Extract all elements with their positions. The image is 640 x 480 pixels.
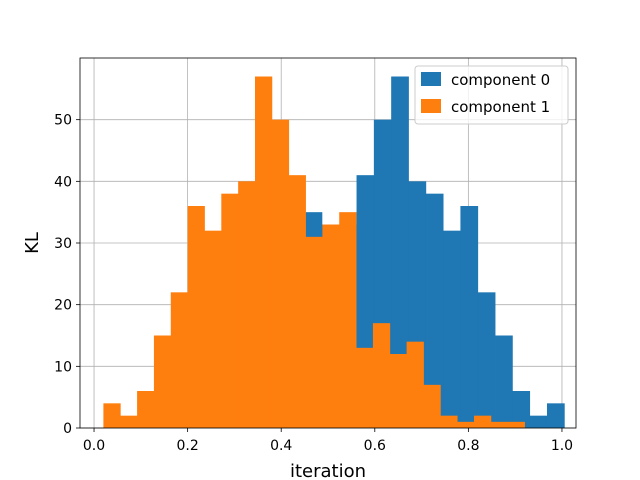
- histogram-bar-component-1: [372, 323, 391, 428]
- histogram-bars: [103, 76, 565, 429]
- histogram-bar-component-0: [391, 76, 409, 428]
- histogram-bar-component-1: [288, 175, 306, 428]
- x-tick-label: 0.4: [270, 438, 292, 454]
- y-tick-label: 50: [54, 113, 72, 129]
- histogram-bar-component-1: [255, 76, 273, 428]
- histogram-bar-component-1: [406, 341, 424, 428]
- histogram-bar-component-1: [322, 224, 340, 428]
- y-tick-label: 20: [54, 298, 72, 314]
- y-tick-label: 0: [63, 421, 72, 437]
- histogram-bar-component-1: [221, 193, 239, 428]
- histogram-bar-component-1: [170, 292, 189, 428]
- histogram-bar-component-1: [473, 415, 492, 428]
- histogram-bar-component-1: [457, 421, 475, 428]
- histogram-bar-component-1: [103, 403, 121, 428]
- x-tick-label: 0.0: [83, 438, 105, 454]
- histogram-bar-component-1: [440, 415, 458, 428]
- histogram-bar-component-1: [389, 354, 408, 428]
- x-tick-label: 0.6: [364, 438, 386, 454]
- histogram-bar-component-0: [460, 206, 479, 428]
- tick-marks: [76, 119, 563, 432]
- histogram-bar-component-1: [238, 181, 256, 428]
- legend: component 0 component 1: [414, 65, 569, 125]
- histogram-bar-component-1: [339, 212, 357, 428]
- histogram-bar-component-1: [490, 421, 509, 428]
- y-tick-label: 30: [54, 236, 72, 252]
- histogram-bar-component-1: [204, 230, 222, 428]
- histogram-bar-component-1: [305, 236, 323, 428]
- legend-swatch-component-1: [421, 99, 441, 113]
- histogram-bar-component-0: [425, 193, 444, 428]
- histogram-bar-component-1: [153, 335, 172, 428]
- histogram-bar-component-0: [495, 335, 513, 428]
- histogram-bar-component-0: [512, 391, 531, 428]
- histogram-bar-component-1: [120, 415, 138, 428]
- x-tick-label: 0.2: [176, 438, 198, 454]
- legend-swatch-component-0: [421, 72, 441, 86]
- y-tick-label: 40: [54, 174, 72, 190]
- histogram-bar-component-0: [546, 403, 565, 428]
- histogram-bar-component-1: [356, 347, 374, 428]
- x-tick-label: 0.8: [457, 438, 479, 454]
- y-tick-label: 10: [54, 359, 72, 375]
- histogram-bar-component-1: [507, 421, 525, 428]
- tick-labels: 0.0 0.2 0.4 0.6 0.8 1.0 0 10 20 30 40 50: [54, 113, 573, 454]
- histogram-bar-component-1: [271, 119, 290, 429]
- histogram-bar-component-1: [423, 384, 441, 428]
- legend-label-component-1: component 1: [451, 98, 550, 116]
- x-tick-label: 1.0: [551, 438, 573, 454]
- legend-label-component-0: component 0: [451, 71, 550, 89]
- histogram-bar-component-1: [187, 206, 205, 428]
- histogram-bar-component-0: [529, 415, 548, 428]
- y-axis-label: KL: [22, 232, 43, 254]
- histogram-bar-component-0: [443, 230, 461, 428]
- x-axis-label: iteration: [290, 461, 366, 480]
- histogram-bar-component-0: [477, 292, 496, 428]
- histogram-bar-component-1: [137, 391, 155, 428]
- legend-box: [414, 65, 569, 125]
